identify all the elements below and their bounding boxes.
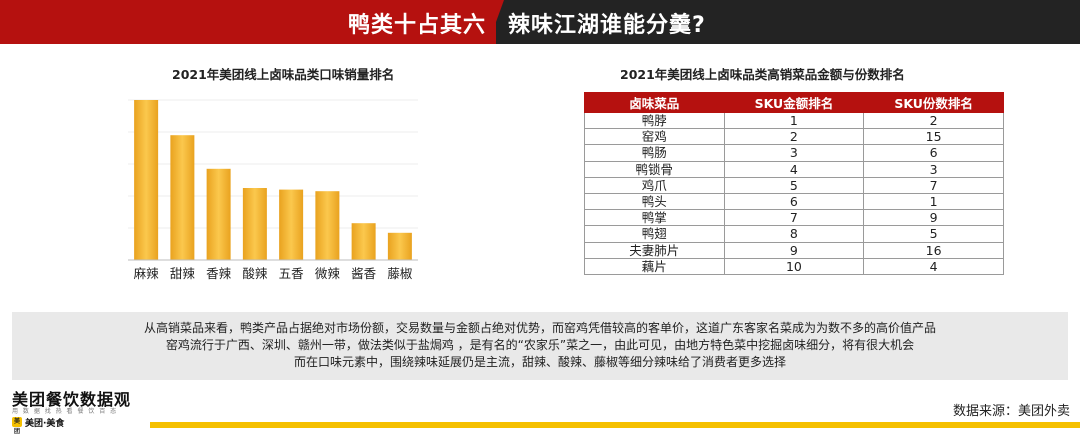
bar-香辣 (206, 168, 231, 260)
amount-rank-cell: 8 (723, 225, 865, 243)
table-header-amount-rank: SKU金额排名 (723, 92, 865, 113)
data-source: 数据来源：美团外卖 (952, 404, 1070, 419)
dish-cell: 鸭肠 (584, 144, 725, 162)
amount-rank-cell: 5 (723, 176, 865, 194)
header-bar: 鸭类十占其六 辣味江湖谁能分羹? (0, 0, 1080, 44)
header-dark-block (496, 0, 1080, 44)
bar-微辣 (315, 191, 340, 260)
x-tick-label: 酸辣 (242, 266, 268, 281)
x-tick-label: 甜辣 (170, 266, 196, 281)
count-rank-cell: 6 (863, 144, 1004, 162)
dish-cell: 鸭掌 (584, 209, 725, 227)
dish-cell: 夫妻肺片 (584, 241, 725, 259)
meituan-badge: 美团 美团·美食 (12, 416, 65, 435)
header-left-title: 鸭类十占其六 (347, 13, 486, 38)
table-row: 鸭掌 7 9 (584, 209, 1004, 227)
bar-酸辣 (242, 188, 267, 260)
bar-酱香 (351, 223, 376, 260)
note-line: 从高销菜品来看，鸭类产品占据绝对市场份额，交易数量与金额占绝对优势，而窑鸡凭借较… (143, 321, 936, 335)
summary-note: 从高销菜品来看，鸭类产品占据绝对市场份额，交易数量与金额占绝对优势，而窑鸡凭借较… (12, 312, 1068, 380)
amount-rank-cell: 9 (723, 241, 865, 259)
count-rank-cell: 16 (863, 241, 1004, 259)
header-red-block (0, 0, 496, 44)
table-header-count-rank: SKU份数排名 (863, 92, 1004, 113)
note-line: 而在口味元素中，围绕辣味延展仍是主流，甜辣、酸辣、藤椒等细分辣味给了消费者更多选… (293, 355, 786, 369)
table-row: 鸭脖 1 2 (584, 111, 1004, 130)
dish-cell: 窑鸡 (584, 128, 725, 146)
table-row: 夫妻肺片 9 16 (584, 241, 1004, 259)
meituan-badge-text: 美团·美食 (25, 418, 65, 429)
table-row: 鸭头 6 1 (584, 192, 1004, 211)
brand-logo-text: 美团餐饮数据观 (12, 390, 132, 409)
dish-cell: 鸭脖 (584, 111, 725, 130)
header-wedge (488, 0, 504, 44)
dish-cell: 鸡爪 (584, 176, 725, 194)
amount-rank-cell: 2 (723, 128, 865, 146)
dish-cell: 藕片 (584, 257, 725, 275)
count-rank-cell: 9 (863, 209, 1004, 227)
table-header-dish: 卤味菜品 (584, 92, 725, 113)
amount-rank-cell: 1 (723, 111, 865, 130)
amount-rank-cell: 10 (723, 257, 865, 275)
table-title: 2021年美团线上卤味品类高销菜品金额与份数排名 (620, 67, 905, 82)
count-rank-cell: 5 (863, 225, 1004, 243)
dish-cell: 鸭头 (584, 192, 725, 211)
x-tick-label: 麻辣 (134, 266, 160, 281)
count-rank-cell: 1 (863, 192, 1004, 211)
amount-rank-cell: 6 (723, 192, 865, 211)
count-rank-cell: 4 (863, 257, 1004, 275)
table-row: 鸡爪 5 7 (584, 176, 1004, 194)
dish-cell: 鸭锁骨 (584, 160, 725, 178)
bar-甜辣 (170, 135, 195, 260)
header-right-title: 辣味江湖谁能分羹? (508, 13, 706, 38)
table-header-row: 卤味菜品 SKU金额排名 SKU份数排名 (584, 92, 1004, 113)
x-tick-label: 微辣 (315, 266, 341, 281)
count-rank-cell: 15 (863, 128, 1004, 146)
table-row: 藕片 10 4 (584, 257, 1004, 275)
meituan-logo-icon: 美团 (12, 417, 22, 435)
bottom-accent-line (150, 422, 1080, 428)
table-row: 鸭肠 3 6 (584, 144, 1004, 162)
x-tick-label: 藤椒 (387, 266, 413, 281)
brand-logo-tagline: 用 数 据 找 热 看 餐 饮 百 态 (12, 408, 118, 415)
amount-rank-cell: 4 (723, 160, 865, 178)
sku-rank-table: 卤味菜品 SKU金额排名 SKU份数排名 鸭脖 1 2 窑鸡 2 15 鸭肠 3 6 鸭锁骨 4 3 鸡… (584, 92, 1004, 275)
count-rank-cell: 3 (863, 160, 1004, 178)
note-line: 窑鸡流行于广西、深圳、赣州一带，做法类似于盐焗鸡 ，是有名的“农家乐”菜之一，由… (165, 338, 915, 352)
bar-五香 (279, 189, 304, 260)
count-rank-cell: 2 (863, 111, 1004, 130)
left-chart-title: 2021年美团线上卤味品类口味销量排名 (172, 67, 395, 82)
amount-rank-cell: 7 (723, 209, 865, 227)
count-rank-cell: 7 (863, 176, 1004, 194)
x-tick-label: 五香 (279, 266, 305, 281)
x-tick-label: 酱香 (351, 266, 377, 281)
amount-rank-cell: 3 (723, 144, 865, 162)
taste-sales-bar-chart: 麻辣 甜辣 香辣 酸辣 五香 微辣 酱香 藤椒 (128, 99, 418, 281)
bar-麻辣 (134, 100, 159, 260)
dish-cell: 鸭翅 (584, 225, 725, 243)
table-row: 窑鸡 2 15 (584, 128, 1004, 146)
bar-藤椒 (387, 232, 412, 260)
table-row: 鸭锁骨 4 3 (584, 160, 1004, 178)
table-row: 鸭翅 8 5 (584, 225, 1004, 243)
x-tick-label: 香辣 (206, 266, 232, 281)
